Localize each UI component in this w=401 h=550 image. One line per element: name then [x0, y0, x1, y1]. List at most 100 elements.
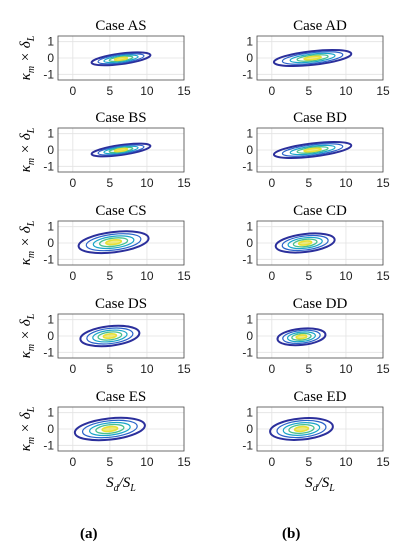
y-tick-label: -1	[242, 438, 253, 452]
x-tick-label: 5	[107, 176, 114, 190]
contour-level-4	[292, 238, 318, 248]
x-tick-label: 15	[177, 362, 191, 376]
x-tick-label: 15	[376, 176, 390, 190]
y-axis-label-part: L	[26, 35, 37, 42]
y-axis-label-part: κ	[18, 443, 34, 451]
axes-box	[57, 406, 185, 452]
y-axis-label: κm × δL	[18, 220, 37, 265]
contour-level-1	[79, 324, 141, 348]
x-tick-label: 0	[69, 84, 76, 98]
y-tick-label: -1	[242, 67, 253, 81]
contour-level-4	[291, 332, 312, 341]
y-axis-label-part: × δ	[18, 40, 34, 66]
x-tick-label: 5	[306, 269, 313, 283]
y-axis-label-part: κ	[18, 257, 34, 265]
x-axis-label-part: S	[305, 475, 313, 491]
contour-level-5	[297, 240, 313, 246]
contour-level-5	[295, 334, 308, 340]
x-tick-label: 0	[69, 269, 76, 283]
y-tick-label: 0	[47, 329, 54, 343]
x-axis-label: Sd/SL	[106, 475, 136, 494]
x-tick-label: 0	[268, 455, 275, 469]
x-axis-label-part: L	[328, 483, 335, 494]
x-tick-label: 15	[177, 84, 191, 98]
y-axis-label-part: m	[26, 158, 37, 165]
contour-level-3	[289, 52, 336, 64]
contour-group	[77, 230, 150, 255]
y-tick-label: 0	[246, 236, 253, 250]
x-axis-label-part: d	[313, 483, 319, 494]
contour-level-3	[103, 54, 139, 64]
x-axis-label-part: S	[106, 475, 114, 491]
y-axis-label: κm × δL	[18, 406, 37, 451]
contour-level-3	[287, 236, 323, 250]
contour-group	[90, 142, 152, 158]
y-tick-label: -1	[43, 345, 54, 359]
contour-level-2	[281, 51, 344, 65]
contour-level-1	[90, 142, 152, 158]
y-tick-label: 1	[47, 406, 54, 420]
y-axis-label: κm × δL	[18, 313, 37, 358]
axes-box	[57, 35, 185, 81]
contour-level-3	[88, 421, 131, 437]
x-tick-label: 0	[268, 362, 275, 376]
x-tick-label: 0	[69, 176, 76, 190]
y-tick-label: 0	[47, 51, 54, 65]
contour-level-1	[272, 141, 353, 159]
y-axis-label-part: m	[26, 437, 37, 444]
x-tick-label: 5	[107, 269, 114, 283]
y-tick-label: 0	[47, 143, 54, 157]
contour-level-3	[92, 329, 128, 343]
y-tick-label: -1	[242, 345, 253, 359]
panel-title: Case ED	[294, 389, 347, 405]
contour-level-3	[92, 235, 135, 250]
x-tick-label: 10	[339, 176, 353, 190]
y-tick-label: 0	[47, 236, 54, 250]
y-tick-label: 1	[246, 406, 253, 420]
x-tick-label: 5	[306, 176, 313, 190]
y-tick-label: 1	[246, 35, 253, 49]
x-tick-label: 10	[140, 455, 154, 469]
y-axis-label-part: L	[26, 313, 37, 320]
y-tick-label: 1	[246, 220, 253, 234]
axes-box	[57, 220, 185, 266]
x-tick-label: 5	[107, 84, 114, 98]
contour-level-4	[296, 54, 329, 62]
contour-group	[90, 51, 152, 67]
x-tick-label: 15	[177, 269, 191, 283]
y-axis-label-part: × δ	[18, 411, 34, 437]
y-tick-label: 0	[47, 422, 54, 436]
y-tick-label: -1	[43, 67, 54, 81]
x-tick-label: 10	[339, 269, 353, 283]
contour-level-5	[105, 238, 123, 246]
contour-level-5	[113, 147, 129, 153]
y-axis-label-part: L	[26, 406, 37, 413]
contour-level-4	[108, 55, 134, 63]
contour-level-4	[296, 146, 329, 154]
y-tick-label: -1	[43, 438, 54, 452]
x-tick-label: 0	[69, 455, 76, 469]
contour-group	[274, 232, 336, 254]
contour-level-1	[276, 327, 327, 347]
y-axis-label-part: m	[26, 251, 37, 258]
contour-level-2	[85, 233, 142, 252]
x-axis-label-part: /S	[317, 475, 330, 491]
panel-title: Case CS	[95, 203, 146, 219]
contour-group	[73, 416, 146, 442]
panel-title: Case AD	[293, 18, 347, 34]
contour-level-4	[95, 423, 125, 435]
y-axis-label-part: κ	[18, 72, 34, 80]
y-tick-label: -1	[43, 159, 54, 173]
x-tick-label: 15	[376, 362, 390, 376]
y-tick-label: -1	[43, 252, 54, 266]
axes-box	[256, 220, 384, 266]
x-tick-label: 0	[268, 269, 275, 283]
contour-group	[272, 48, 353, 68]
x-tick-label: 5	[107, 455, 114, 469]
